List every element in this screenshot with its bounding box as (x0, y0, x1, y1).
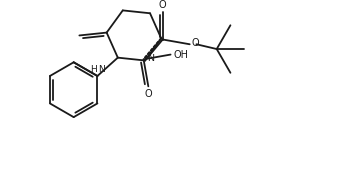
Text: OH: OH (173, 50, 188, 60)
Text: O: O (191, 38, 199, 48)
Text: O: O (144, 89, 152, 99)
Text: N: N (148, 54, 155, 63)
Text: N: N (98, 66, 105, 75)
Text: H: H (90, 66, 97, 75)
Text: O: O (159, 0, 166, 10)
